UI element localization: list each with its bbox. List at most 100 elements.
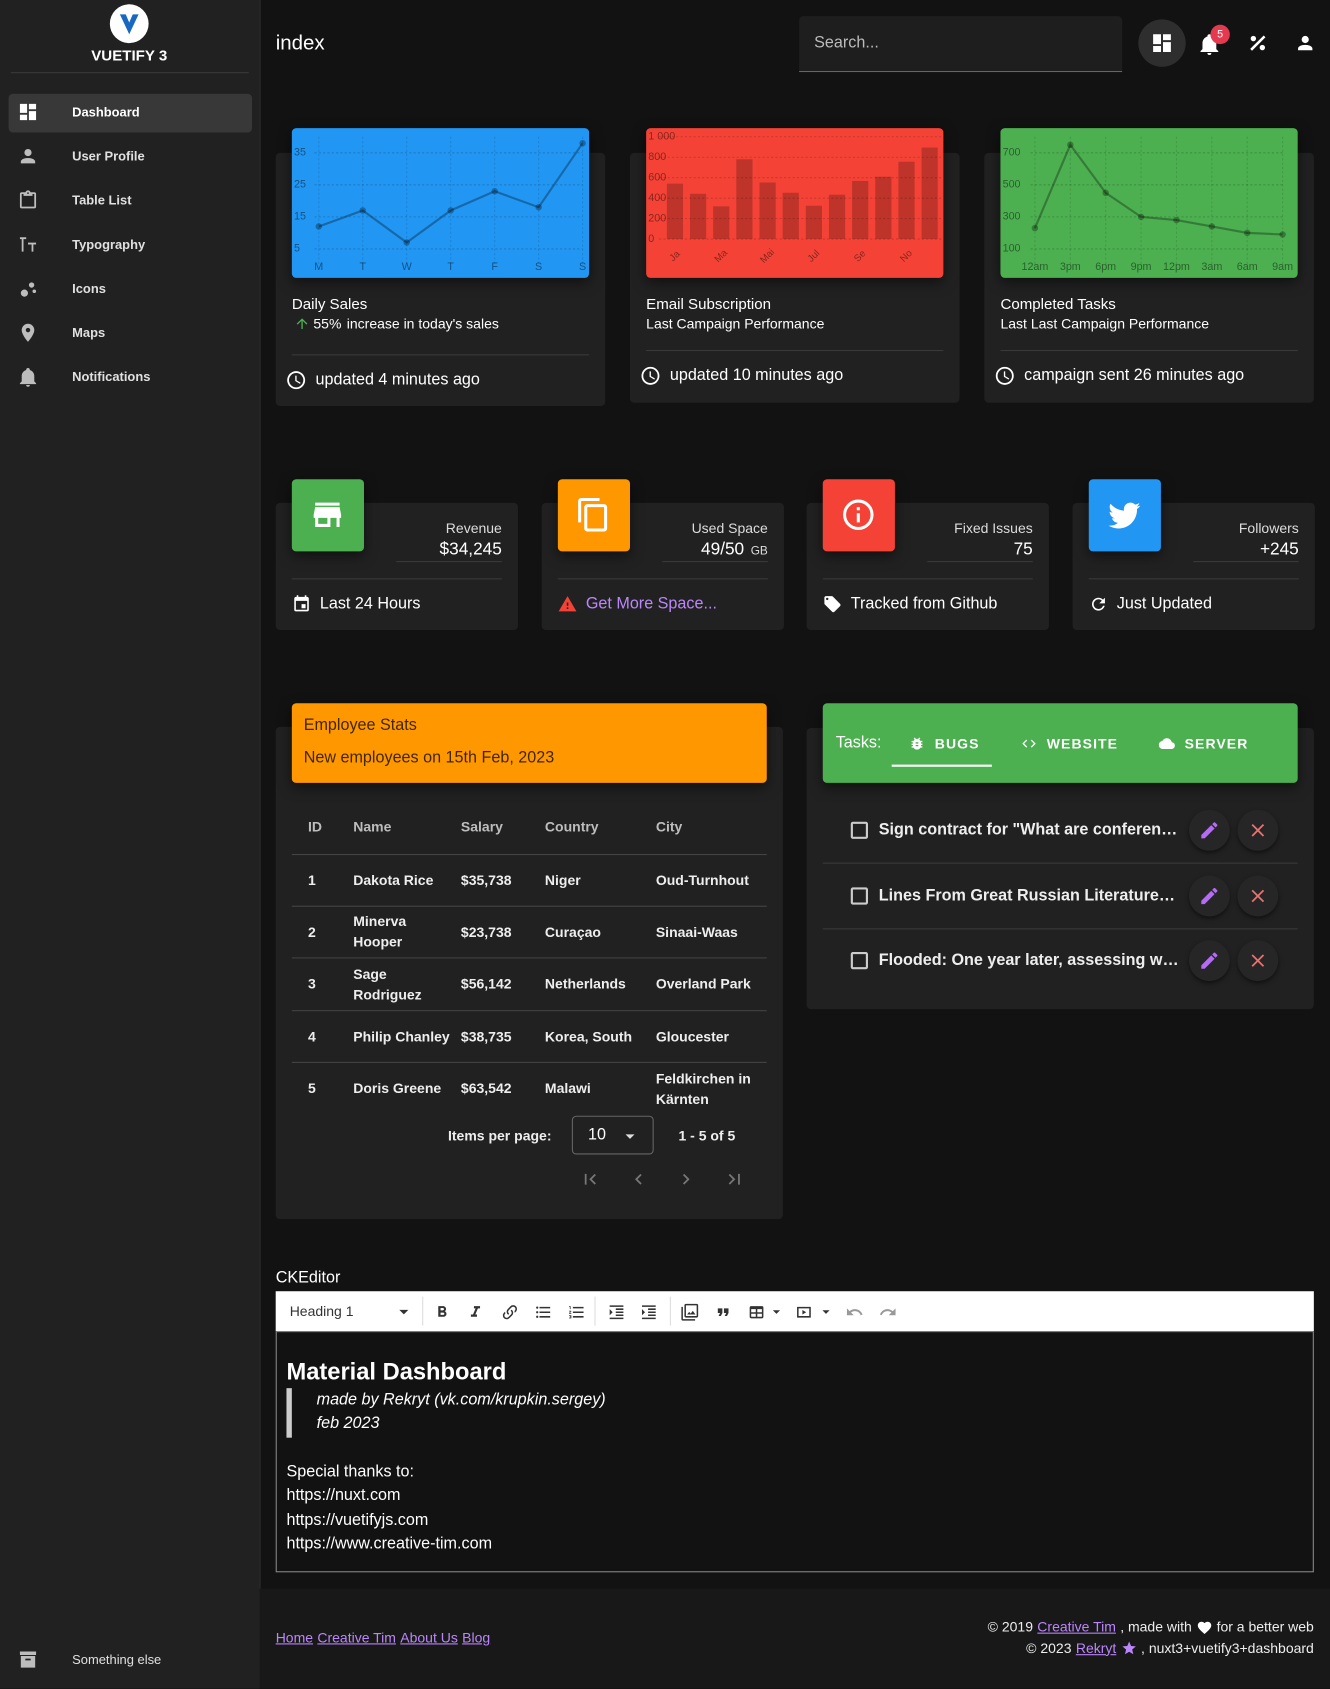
search-field[interactable] xyxy=(799,16,1123,73)
toolbar-button-shape xyxy=(502,1304,517,1319)
pagination-button[interactable] xyxy=(628,1168,650,1190)
sidebar xyxy=(0,0,261,1689)
select-caret[interactable] xyxy=(619,1125,641,1147)
nav-icon[interactable] xyxy=(17,101,39,123)
task-checkbox[interactable] xyxy=(850,886,868,905)
nav-icon[interactable] xyxy=(17,190,39,212)
stat-footer: Last 24 Hours xyxy=(319,594,421,613)
stat-icon xyxy=(313,502,342,527)
editor-content[interactable] xyxy=(275,1331,1314,1573)
point xyxy=(1137,213,1145,221)
table-divider xyxy=(291,1062,767,1064)
pagination-button[interactable] xyxy=(676,1168,698,1190)
quote-bar xyxy=(286,1388,292,1438)
point xyxy=(579,139,586,147)
toolbar-button[interactable] xyxy=(534,1303,552,1321)
nav-icon[interactable] xyxy=(17,234,39,256)
nav-icon[interactable] xyxy=(17,322,39,344)
footer-link[interactable]: About Us xyxy=(400,1629,458,1646)
pagination-button-shape xyxy=(728,1173,740,1185)
items-per-page-select[interactable] xyxy=(571,1115,654,1155)
heading-select[interactable]: Heading 1 xyxy=(289,1302,354,1319)
nav-item[interactable]: Something else xyxy=(72,1651,162,1668)
nav-icon[interactable] xyxy=(17,1649,39,1671)
toolbar-button[interactable] xyxy=(466,1303,484,1321)
toolbar-button[interactable] xyxy=(500,1303,518,1321)
delete-icon[interactable] xyxy=(1247,950,1269,972)
editor-link[interactable]: https://vuetifyjs.com xyxy=(286,1510,429,1529)
footer-link[interactable]: Home xyxy=(275,1629,314,1646)
page-title: index xyxy=(275,31,325,55)
footer-link[interactable]: Creative Tim xyxy=(317,1629,396,1646)
toolbar-button[interactable] xyxy=(639,1303,657,1321)
column-header: City xyxy=(655,817,683,835)
cell-text: $56,142 xyxy=(460,976,512,993)
delete-icon[interactable] xyxy=(1247,885,1269,907)
heading-caret[interactable] xyxy=(393,1301,415,1323)
edit-icon[interactable] xyxy=(1199,820,1221,842)
tab[interactable]: WEBSITE xyxy=(1046,734,1119,752)
nav-icon[interactable] xyxy=(17,278,39,300)
toolbar-button[interactable] xyxy=(794,1303,812,1321)
dashboard-button[interactable] xyxy=(1138,19,1186,67)
toolbar-button[interactable] xyxy=(607,1303,625,1321)
edit-icon[interactable] xyxy=(1199,950,1221,972)
stat-footer[interactable]: Get More Space... xyxy=(585,594,717,613)
credit-link[interactable]: Creative Tim xyxy=(1037,1618,1116,1635)
stat-value-divider xyxy=(927,561,1033,563)
tab-icon[interactable] xyxy=(908,735,924,751)
task-checkbox[interactable] xyxy=(850,821,868,839)
chart-subtitle: Last Last Campaign Performance xyxy=(1000,314,1210,332)
toolbar-button[interactable] xyxy=(845,1303,863,1321)
dashboard-icon[interactable] xyxy=(1150,31,1174,55)
pagination-button[interactable] xyxy=(724,1168,746,1190)
y-tick-label: 5 xyxy=(294,243,300,255)
toolbar-button[interactable] xyxy=(747,1303,765,1321)
editor-link[interactable]: https://www.creative-tim.com xyxy=(286,1534,493,1553)
toolbar-caret[interactable] xyxy=(817,1303,834,1320)
delete-icon[interactable] xyxy=(1247,820,1269,842)
toolbar-caret[interactable] xyxy=(768,1303,785,1320)
nav-item-active[interactable] xyxy=(8,93,252,133)
toolbar-button[interactable] xyxy=(432,1303,450,1321)
tab[interactable]: SERVER xyxy=(1184,734,1249,752)
nav-icon[interactable] xyxy=(17,366,39,388)
toolbar-button[interactable] xyxy=(567,1303,585,1321)
cell-text: 4 xyxy=(307,1028,316,1045)
tab[interactable]: BUGS xyxy=(934,734,980,752)
nav-item[interactable]: Table List xyxy=(72,192,132,208)
nav-item[interactable]: Typography xyxy=(72,236,146,252)
tab-icon[interactable] xyxy=(1020,735,1036,751)
editor-link[interactable]: https://nuxt.com xyxy=(286,1486,401,1505)
nav-item[interactable]: Dashboard xyxy=(72,104,140,120)
task-checkbox[interactable] xyxy=(850,951,868,970)
heart-icon xyxy=(1197,1621,1211,1634)
nav-item[interactable]: Maps xyxy=(72,325,106,341)
nav-item[interactable]: Icons xyxy=(72,281,106,297)
stat-icon xyxy=(1108,502,1141,529)
toolbar-button[interactable] xyxy=(680,1303,698,1321)
account-icon[interactable] xyxy=(1294,32,1316,54)
x-tick-label: 12am xyxy=(1021,261,1048,273)
nav-icon[interactable] xyxy=(17,145,39,167)
table-subtitle: New employees on 15th Feb, 2023 xyxy=(303,748,555,767)
y-tick-label: 400 xyxy=(648,192,666,204)
nav-item[interactable]: User Profile xyxy=(72,148,145,164)
nav-icon-shape xyxy=(19,190,37,209)
stat-title: Followers xyxy=(1238,519,1299,536)
table-cell: Overland Park xyxy=(656,958,764,1010)
toolbar-button[interactable] xyxy=(878,1303,896,1321)
brand-name: VUETIFY 3 xyxy=(91,46,168,64)
tab-icon[interactable] xyxy=(1158,735,1175,751)
nav-item[interactable]: Notifications xyxy=(72,369,151,385)
x-tick-label: Mai xyxy=(758,247,777,266)
pagination-button[interactable] xyxy=(579,1168,601,1190)
settings-icon[interactable] xyxy=(1247,32,1269,54)
edit-icon[interactable] xyxy=(1199,885,1221,907)
footer-link[interactable]: Blog xyxy=(462,1629,491,1646)
stat-footer-icon xyxy=(824,596,841,613)
credit-link[interactable]: Rekryt xyxy=(1075,1639,1117,1656)
toolbar-button[interactable] xyxy=(713,1303,731,1321)
stat-icon-shape xyxy=(578,497,608,532)
clock-icon xyxy=(995,366,1014,385)
